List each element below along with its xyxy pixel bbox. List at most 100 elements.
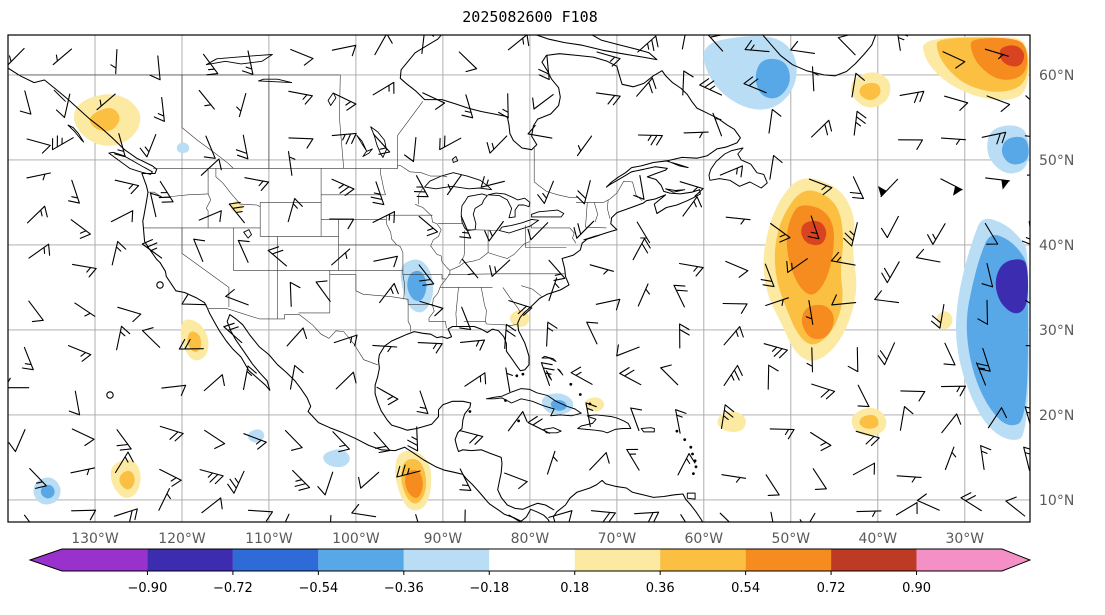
wind-barb — [370, 181, 385, 206]
wind-barb — [548, 277, 560, 302]
wind-barb — [636, 221, 651, 244]
wind-barb — [811, 383, 836, 400]
colorbar-segment — [745, 549, 832, 571]
wind-barb — [8, 377, 30, 389]
colorbar-tick-label: −0.72 — [213, 581, 253, 596]
wind-barb — [637, 134, 663, 146]
wind-barb — [527, 415, 551, 434]
lat-tick-label: 40°N — [1039, 238, 1074, 254]
colorbar-segment — [403, 549, 490, 571]
wind-barb — [486, 135, 508, 154]
wind-barb — [880, 178, 899, 198]
wind-barb — [899, 90, 925, 104]
wind-barb — [830, 251, 856, 266]
wind-barb — [985, 177, 1010, 182]
wind-barb — [199, 469, 224, 485]
admin-border — [606, 199, 611, 219]
wind-barb — [317, 471, 334, 496]
wind-barb — [504, 472, 528, 490]
wind-barb — [576, 180, 591, 205]
wind-barb — [372, 81, 395, 96]
admin-border — [521, 285, 543, 298]
wind-barb — [241, 50, 254, 75]
anomaly-region-orange — [801, 304, 834, 340]
colorbar-tick-label: −0.90 — [128, 581, 168, 596]
wind-barb — [287, 151, 296, 176]
colorbar-tick-label: 0.90 — [902, 581, 931, 596]
wind-barb — [853, 110, 867, 136]
wind-barb — [153, 97, 165, 122]
wind-barb — [507, 35, 530, 51]
chart-title: 2025082600 F108 — [462, 8, 597, 26]
wind-barb — [634, 511, 660, 522]
wind-barb — [1005, 496, 1026, 517]
wind-barb — [546, 321, 558, 347]
wind-barb — [977, 299, 989, 325]
small-island-dot — [692, 472, 695, 475]
wind-barb — [507, 411, 528, 432]
wind-barb — [799, 512, 816, 522]
island-vancouver — [108, 151, 153, 175]
wind-barb — [439, 135, 462, 151]
wind-barb — [960, 492, 982, 512]
wind-barb — [527, 124, 553, 139]
wind-barb — [315, 280, 331, 302]
wind-barb — [769, 428, 795, 440]
wind-barb — [158, 488, 171, 511]
wind-barb — [404, 137, 417, 163]
wind-barb — [636, 77, 657, 97]
wind-barb — [242, 365, 257, 391]
admin-border — [531, 225, 577, 244]
wind-barb — [765, 474, 780, 496]
admin-border-layer — [16, 74, 643, 366]
wind-barb — [585, 402, 597, 428]
wind-barb — [941, 413, 962, 434]
wind-barb — [52, 48, 73, 66]
wind-barb — [683, 131, 709, 139]
lon-tick-label: 120°W — [158, 531, 206, 547]
wind-barb — [55, 93, 71, 119]
wind-barb — [237, 239, 250, 263]
wind-barb — [940, 178, 963, 191]
island-cuba — [485, 388, 582, 417]
small-island-dot — [504, 399, 507, 402]
admin-border — [455, 287, 459, 327]
wind-barb — [589, 264, 614, 275]
wind-barb — [29, 467, 47, 489]
wind-barb — [930, 303, 945, 329]
colorbar-segment — [916, 549, 1002, 571]
wind-barb — [418, 215, 439, 237]
wind-barb — [287, 197, 303, 223]
wind-barb — [811, 119, 833, 138]
lake-winnipegosis — [356, 134, 367, 152]
admin-border — [397, 101, 424, 169]
wind-barb — [23, 514, 31, 522]
wind-barb — [786, 258, 808, 273]
wind-barb — [235, 134, 249, 160]
lake-huron — [487, 192, 531, 219]
wind-barb — [915, 248, 941, 263]
anomaly-region-pale_blue — [323, 449, 350, 468]
small-island-dot — [578, 393, 582, 396]
wind-barb — [68, 179, 80, 204]
wind-barb — [984, 222, 999, 245]
wind-barb — [675, 409, 687, 434]
colorbar-right-arrow — [1002, 549, 1030, 571]
wind-barb — [1021, 220, 1030, 245]
wind-barb — [880, 215, 899, 239]
wind-barb — [837, 35, 856, 56]
wind-barb — [527, 222, 549, 241]
wind-barb — [596, 51, 621, 67]
wind-barb — [461, 94, 474, 119]
anomaly-region-pale_yellow — [584, 397, 605, 412]
wind-barb — [573, 220, 595, 239]
wind-barb — [372, 344, 398, 353]
anomaly-region-mid_blue — [1001, 136, 1029, 165]
calm-wind-marker — [156, 281, 164, 289]
admin-border — [603, 180, 643, 203]
wind-barb — [331, 248, 351, 266]
anomaly-region-mid_blue — [550, 400, 567, 411]
wind-barb — [899, 406, 914, 431]
wind-barb — [419, 300, 444, 317]
